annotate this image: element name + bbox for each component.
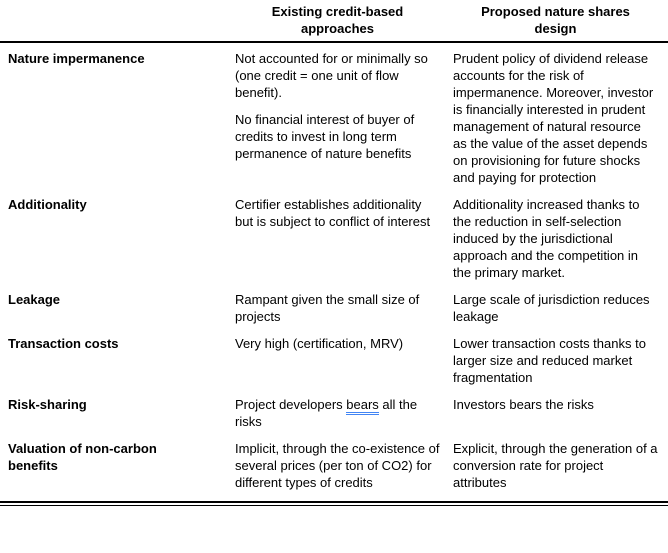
header-cell-existing-wrap: Existing credit-based approaches bbox=[235, 3, 453, 37]
header-divider-rule bbox=[0, 41, 668, 43]
cell-proposed: Investors bears the risks bbox=[453, 396, 668, 413]
cell-text-segment: all the risks bbox=[235, 397, 418, 429]
cell-paragraph: Very high (certification, MRV) bbox=[235, 336, 404, 351]
cell-existing: Rampant given the small size of projects bbox=[235, 291, 453, 325]
table-row-transaction-costs: Transaction costs Very high (certificati… bbox=[0, 335, 668, 396]
cell-existing: Certifier establishes additionality but … bbox=[235, 196, 453, 230]
grammar-underlined-word[interactable]: bears bbox=[346, 397, 379, 415]
cell-paragraph: Large scale of jurisdiction reduces leak… bbox=[453, 292, 650, 324]
cell-proposed: Prudent policy of dividend release accou… bbox=[453, 50, 668, 186]
row-label: Transaction costs bbox=[8, 336, 119, 351]
row-label: Valuation of non-carbon benefits bbox=[8, 441, 157, 473]
row-label: Additionality bbox=[8, 197, 87, 212]
table-row-risk-sharing: Risk-sharing Project developers bears al… bbox=[0, 396, 668, 440]
cell-proposed: Lower transaction costs thanks to larger… bbox=[453, 335, 668, 386]
column-header-existing: Existing credit-based approaches bbox=[271, 4, 404, 36]
cell-existing: Project developers bears all the risks bbox=[235, 396, 453, 430]
cell-paragraph: Lower transaction costs thanks to larger… bbox=[453, 336, 646, 385]
row-label: Risk-sharing bbox=[8, 397, 87, 412]
cell-paragraph: Certifier establishes additionality but … bbox=[235, 197, 431, 229]
cell-paragraph: Prudent policy of dividend release accou… bbox=[453, 51, 654, 185]
cell-paragraph: Implicit, through the co-existence of se… bbox=[235, 441, 440, 490]
cell-proposed: Explicit, through the generation of a co… bbox=[453, 440, 668, 491]
cell-existing: Very high (certification, MRV) bbox=[235, 335, 453, 352]
cell-paragraph: Additionality increased thanks to the re… bbox=[453, 197, 640, 280]
row-label: Nature impermanence bbox=[8, 51, 145, 66]
cell-paragraph: Project developers bears all the risks bbox=[235, 396, 440, 430]
column-header-proposed: Proposed nature shares design bbox=[481, 4, 630, 36]
cell-paragraph: Rampant given the small size of projects bbox=[235, 292, 420, 324]
cell-proposed: Large scale of jurisdiction reduces leak… bbox=[453, 291, 668, 325]
cell-existing: Implicit, through the co-existence of se… bbox=[235, 440, 453, 491]
table-bottom-double-rule bbox=[0, 501, 668, 506]
comparison-table: Existing credit-based approaches Propose… bbox=[0, 0, 668, 506]
table-row-valuation-non-carbon: Valuation of non-carbon benefits Implici… bbox=[0, 440, 668, 501]
cell-paragraph: Not accounted for or minimally so (one c… bbox=[235, 51, 428, 100]
table-header-row: Existing credit-based approaches Propose… bbox=[0, 0, 668, 41]
cell-paragraph: Investors bears the risks bbox=[453, 397, 594, 412]
cell-paragraph: Explicit, through the generation of a co… bbox=[453, 441, 658, 490]
header-cell-proposed-wrap: Proposed nature shares design bbox=[453, 3, 668, 37]
cell-proposed: Additionality increased thanks to the re… bbox=[453, 196, 668, 281]
table-row-leakage: Leakage Rampant given the small size of … bbox=[0, 291, 668, 335]
table-row-additionality: Additionality Certifier establishes addi… bbox=[0, 196, 668, 291]
cell-text-segment: Project developers bbox=[235, 397, 347, 412]
row-label: Leakage bbox=[8, 292, 61, 307]
cell-paragraph: No financial interest of buyer of credit… bbox=[235, 112, 415, 161]
table-row-nature-impermanence: Nature impermanence Not accounted for or… bbox=[0, 50, 668, 196]
cell-existing: Not accounted for or minimally so (one c… bbox=[235, 50, 453, 162]
